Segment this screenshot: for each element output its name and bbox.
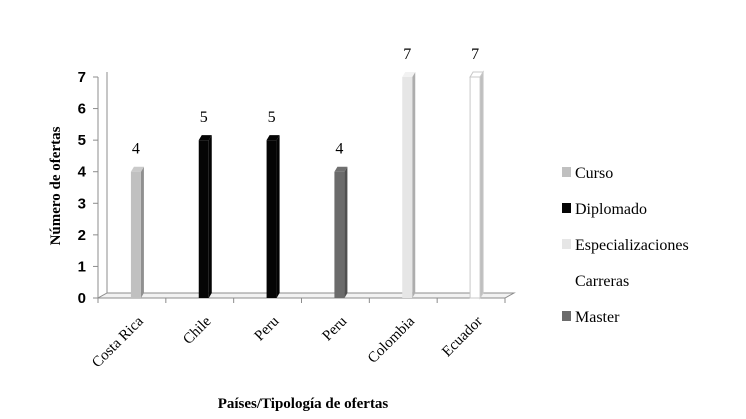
legend-label: Diplomado — [575, 201, 647, 218]
legend-swatch — [562, 311, 571, 321]
y-tick-label: 0 — [78, 290, 86, 307]
data-label: 7 — [403, 46, 411, 63]
bar-diplomado — [198, 135, 212, 298]
y-tick-label: 5 — [78, 132, 86, 149]
data-label: 4 — [132, 141, 140, 158]
y-tick-label: 2 — [78, 227, 86, 244]
y-tick-label: 7 — [78, 69, 86, 86]
data-label: 5 — [268, 109, 276, 126]
legend-swatch — [562, 167, 571, 177]
data-label: 7 — [471, 46, 479, 63]
bar-diplomado — [266, 135, 280, 298]
legend-label: Master — [575, 309, 620, 326]
legend-item-master: Master — [562, 309, 620, 326]
legend: Curso Diplomado Especializaciones Carreras M… — [561, 165, 689, 326]
legend-item-curso: Curso — [562, 165, 613, 182]
bars — [130, 70, 484, 300]
bar-carreras — [469, 70, 484, 300]
data-label: 4 — [335, 141, 343, 158]
data-label: 5 — [200, 109, 208, 126]
legend-label: Curso — [575, 165, 613, 182]
x-tick-label: Chile — [180, 313, 215, 348]
axes — [93, 72, 516, 303]
bar-master — [334, 166, 348, 298]
y-axis-title: Número de ofertas — [48, 126, 64, 245]
x-tick-label: Ecuador — [439, 314, 486, 361]
legend-label: Carreras — [575, 273, 629, 290]
x-tick-label: Peru — [319, 313, 350, 344]
legend-swatch — [562, 203, 571, 213]
x-tick-label: Colombia — [365, 313, 418, 366]
legend-swatch — [561, 274, 572, 286]
y-tick-label: 4 — [78, 164, 87, 181]
data-labels: 4 5 5 4 7 7 — [132, 46, 479, 158]
legend-label: Especializaciones — [575, 237, 689, 254]
y-tick-label: 1 — [78, 258, 86, 275]
y-tick-label: 3 — [78, 195, 86, 212]
y-tick-label: 6 — [78, 101, 86, 118]
x-axis-title: Países/Tipología de ofertas — [218, 396, 389, 412]
legend-item-carreras: Carreras — [561, 273, 629, 290]
legend-item-diplomado: Diplomado — [562, 201, 647, 218]
x-tick-label: Peru — [252, 313, 283, 344]
legend-item-especializaciones: Especializaciones — [562, 237, 689, 254]
chart-floor — [96, 292, 516, 299]
legend-swatch — [562, 239, 571, 249]
bar-especializaciones — [402, 72, 416, 298]
bar-curso — [130, 166, 144, 298]
x-tick-label: Costa Rica — [89, 313, 147, 371]
